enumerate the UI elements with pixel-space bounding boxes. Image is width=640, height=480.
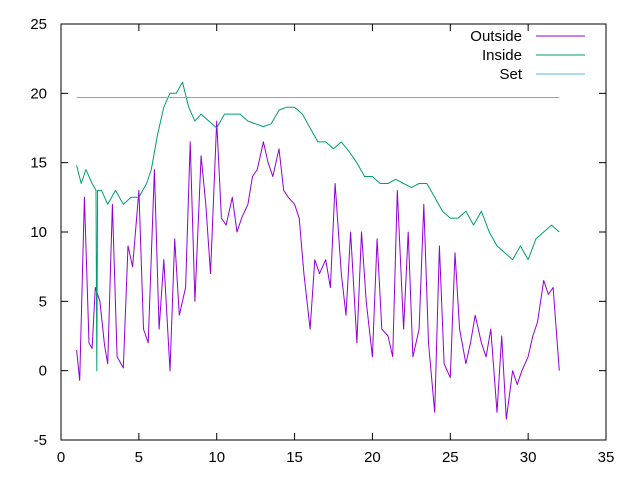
y-tick-label: 10 xyxy=(30,224,47,241)
series-line-outside xyxy=(76,120,560,420)
y-tick-label: 0 xyxy=(39,363,47,380)
x-tick-label: 25 xyxy=(442,449,459,466)
y-tick-label: 25 xyxy=(30,16,47,33)
x-tick-label: 15 xyxy=(286,449,303,466)
y-tick-label: 20 xyxy=(30,85,47,102)
y-axis-ticks: -5 0 5 10 15 20 25 xyxy=(30,16,606,449)
x-tick-label: 10 xyxy=(208,449,225,466)
legend-label-inside: Inside xyxy=(482,47,522,64)
x-tick-label: 20 xyxy=(364,449,381,466)
y-tick-label: -5 xyxy=(34,432,47,449)
x-tick-label: 35 xyxy=(598,449,615,466)
x-axis-ticks: 0 5 10 15 20 25 30 35 xyxy=(57,24,615,466)
legend-label-outside: Outside xyxy=(470,28,522,45)
plot-frame xyxy=(60,23,607,441)
y-tick-label: 15 xyxy=(30,155,47,172)
series-layer xyxy=(76,81,560,420)
legend-label-set: Set xyxy=(499,66,522,83)
y-tick-label: 5 xyxy=(39,293,47,310)
legend: Outside Inside Set xyxy=(470,28,585,83)
x-tick-label: 30 xyxy=(520,449,537,466)
x-tick-label: 5 xyxy=(135,449,143,466)
series-line-inside xyxy=(76,81,560,372)
x-tick-label: 0 xyxy=(57,449,65,466)
